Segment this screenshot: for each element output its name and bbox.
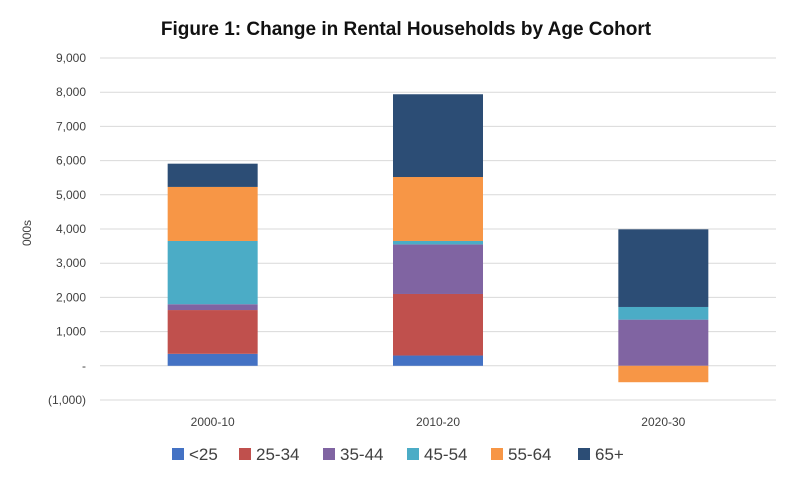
bar-segment [393,94,483,178]
y-tick-label: 7,000 [56,119,86,133]
legend-swatch [407,448,419,460]
bar-segment [393,240,483,245]
bar-segment [618,229,709,307]
y-tick-label: 5,000 [56,188,86,202]
legend-swatch [491,448,503,460]
bar-segment [167,310,258,354]
legend-label: 45-54 [424,445,467,464]
bar-segment [393,244,483,294]
legend-swatch [239,448,251,460]
bars [167,94,709,383]
bar-segment [393,293,483,356]
y-axis-label: 000s [20,220,34,246]
legend: <25 25-34 35-44 45-54 55-64 65+ [172,445,624,464]
y-tick-label: 8,000 [56,85,86,99]
x-axis-ticks: 2000-10 2010-20 2020-30 [191,415,686,429]
y-tick-label: 4,000 [56,222,86,236]
bar-segment [393,177,483,241]
y-tick-label: 3,000 [56,256,86,270]
bar-segment [393,355,483,366]
legend-label: 65+ [595,445,624,464]
bar-segment [167,240,258,305]
chart-title: Figure 1: Change in Rental Households by… [161,19,652,40]
y-tick-label: 1,000 [56,325,86,339]
bar-segment [618,306,709,320]
legend-swatch [323,448,335,460]
y-tick-label: 9,000 [56,51,86,65]
bar-segment [167,186,258,241]
x-tick-label: 2010-20 [416,415,460,429]
bar-segment [618,365,709,383]
y-tick-label: (1,000) [48,393,86,407]
legend-label: 55-64 [508,445,551,464]
y-tick-label: 6,000 [56,154,86,168]
legend-label: <25 [189,445,218,464]
bar-segment [618,319,709,366]
x-tick-label: 2000-10 [191,415,235,429]
bar-segment [167,304,258,311]
legend-label: 35-44 [340,445,383,464]
legend-swatch [172,448,184,460]
legend-label: 25-34 [256,445,299,464]
y-tick-label: - [82,359,86,373]
bar-segment [167,353,258,366]
x-tick-label: 2020-30 [641,415,685,429]
y-axis-ticks: 9,000 8,000 7,000 6,000 5,000 4,000 3,000 2,000… [48,51,86,407]
y-tick-label: 2,000 [56,290,86,304]
legend-swatch [578,448,590,460]
bar-segment [167,163,258,187]
